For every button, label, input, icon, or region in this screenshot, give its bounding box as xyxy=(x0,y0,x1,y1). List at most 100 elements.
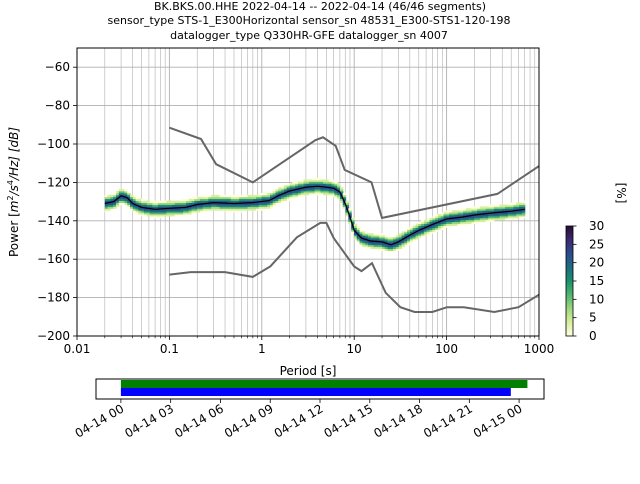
density-cell xyxy=(261,198,265,202)
density-cell xyxy=(510,204,515,207)
density-cell xyxy=(516,206,520,209)
density-cell xyxy=(183,210,187,213)
density-cell xyxy=(216,204,221,207)
density-cell xyxy=(479,210,484,213)
density-cell xyxy=(314,183,319,186)
density-cell xyxy=(435,225,439,228)
density-cell xyxy=(362,231,366,234)
density-cell xyxy=(116,200,120,203)
density-cell xyxy=(163,212,167,215)
density-cell xyxy=(127,200,131,203)
density-cell xyxy=(197,196,201,200)
density-cell xyxy=(104,196,109,200)
density-cell xyxy=(449,216,453,219)
density-cell xyxy=(451,210,456,213)
density-cell xyxy=(244,198,249,202)
density-cell xyxy=(454,219,459,223)
density-cell xyxy=(281,189,285,192)
density-cell xyxy=(177,200,181,203)
density-cell xyxy=(435,216,439,219)
density-cell xyxy=(211,206,215,209)
density-cell xyxy=(502,214,506,217)
density-cell xyxy=(493,217,498,221)
density-cell xyxy=(334,185,338,188)
density-cell xyxy=(314,189,319,192)
density-cell xyxy=(342,206,347,209)
colorbar-tick-label: 10 xyxy=(589,292,604,306)
timeline-tick-label: 04-14 09 xyxy=(222,401,276,440)
density-cell xyxy=(269,204,274,207)
density-cell xyxy=(202,198,207,202)
density-cell xyxy=(183,214,187,217)
density-cell xyxy=(373,235,377,238)
density-cell xyxy=(255,204,260,207)
density-cell xyxy=(437,216,442,219)
density-cell xyxy=(247,202,251,205)
density-cell xyxy=(177,212,181,215)
density-cell xyxy=(163,208,167,211)
density-cell xyxy=(320,179,324,182)
density-cell xyxy=(323,191,327,194)
density-cell xyxy=(432,216,436,219)
density-cell xyxy=(491,206,495,209)
density-cell xyxy=(451,212,456,215)
density-cell xyxy=(362,240,366,244)
density-cell xyxy=(138,210,142,213)
density-cell xyxy=(121,192,126,196)
density-cell xyxy=(415,225,419,228)
density-cell xyxy=(216,208,221,211)
density-cell xyxy=(169,210,173,213)
density-cell xyxy=(183,200,187,203)
density-cell xyxy=(272,202,277,205)
mean-psd xyxy=(104,185,525,246)
density-cell xyxy=(261,208,265,211)
density-cell xyxy=(180,212,184,215)
density-cell xyxy=(309,187,313,190)
density-cell xyxy=(297,194,302,198)
density-cell xyxy=(135,196,140,200)
density-cell xyxy=(216,198,221,202)
density-cell xyxy=(124,202,128,205)
timeline-tick-label: 04-14 03 xyxy=(122,401,176,440)
density-cell xyxy=(409,225,414,228)
density-cell xyxy=(353,233,358,236)
density-cell xyxy=(387,237,391,240)
x-tick-label: 10 xyxy=(347,342,362,356)
density-cell xyxy=(401,239,405,242)
density-cell xyxy=(443,216,447,219)
density-cell xyxy=(337,191,341,194)
density-cell xyxy=(384,237,389,240)
density-cell xyxy=(513,216,517,219)
density-cell xyxy=(213,208,218,211)
density-cell xyxy=(213,196,218,200)
density-cell xyxy=(149,214,154,217)
density-cell xyxy=(365,242,369,246)
density-cell xyxy=(247,208,251,211)
density-cell xyxy=(183,198,187,202)
density-cell xyxy=(227,198,232,202)
density-cell xyxy=(337,185,341,188)
density-cell xyxy=(244,202,249,205)
density-cell xyxy=(505,208,509,211)
density-cell xyxy=(247,204,251,207)
density-cell xyxy=(367,233,372,236)
density-cell xyxy=(516,216,520,219)
density-cell xyxy=(121,198,126,202)
density-cell xyxy=(496,217,501,221)
density-cell xyxy=(502,212,506,215)
density-cell xyxy=(331,192,335,196)
density-cell xyxy=(510,216,515,219)
density-cell xyxy=(118,198,123,202)
density-cell xyxy=(426,231,431,234)
density-cell xyxy=(213,204,218,207)
density-cell xyxy=(421,231,425,234)
density-cell xyxy=(429,229,433,232)
density-cell xyxy=(460,214,464,217)
density-cell xyxy=(267,200,271,203)
density-cell xyxy=(418,221,422,225)
density-cell xyxy=(317,187,321,190)
density-cell xyxy=(283,198,288,202)
density-cell xyxy=(297,181,302,184)
density-cell xyxy=(376,248,380,251)
density-cell xyxy=(510,217,515,221)
